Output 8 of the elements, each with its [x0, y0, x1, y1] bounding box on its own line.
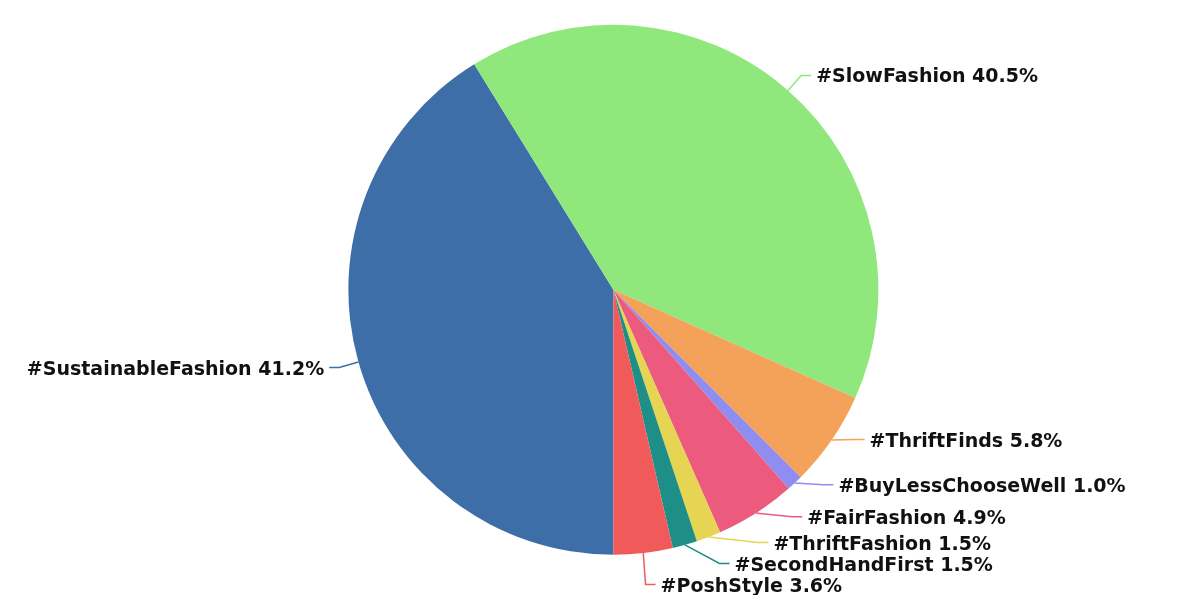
slice-label: #SecondHandFirst 1.5% [734, 552, 993, 575]
slice-label: #BuyLessChooseWell 1.0% [838, 473, 1126, 496]
slice-label: #ThriftFinds 5.8% [869, 428, 1063, 451]
slice-label: #FairFashion 4.9% [807, 505, 1006, 528]
slice-label: #ThriftFashion 1.5% [773, 531, 991, 554]
slice-label: #PoshStyle 3.6% [660, 573, 843, 596]
slice-label: #SlowFashion 40.5% [816, 64, 1039, 87]
slice-label: #SustainableFashion 41.2% [26, 356, 325, 379]
